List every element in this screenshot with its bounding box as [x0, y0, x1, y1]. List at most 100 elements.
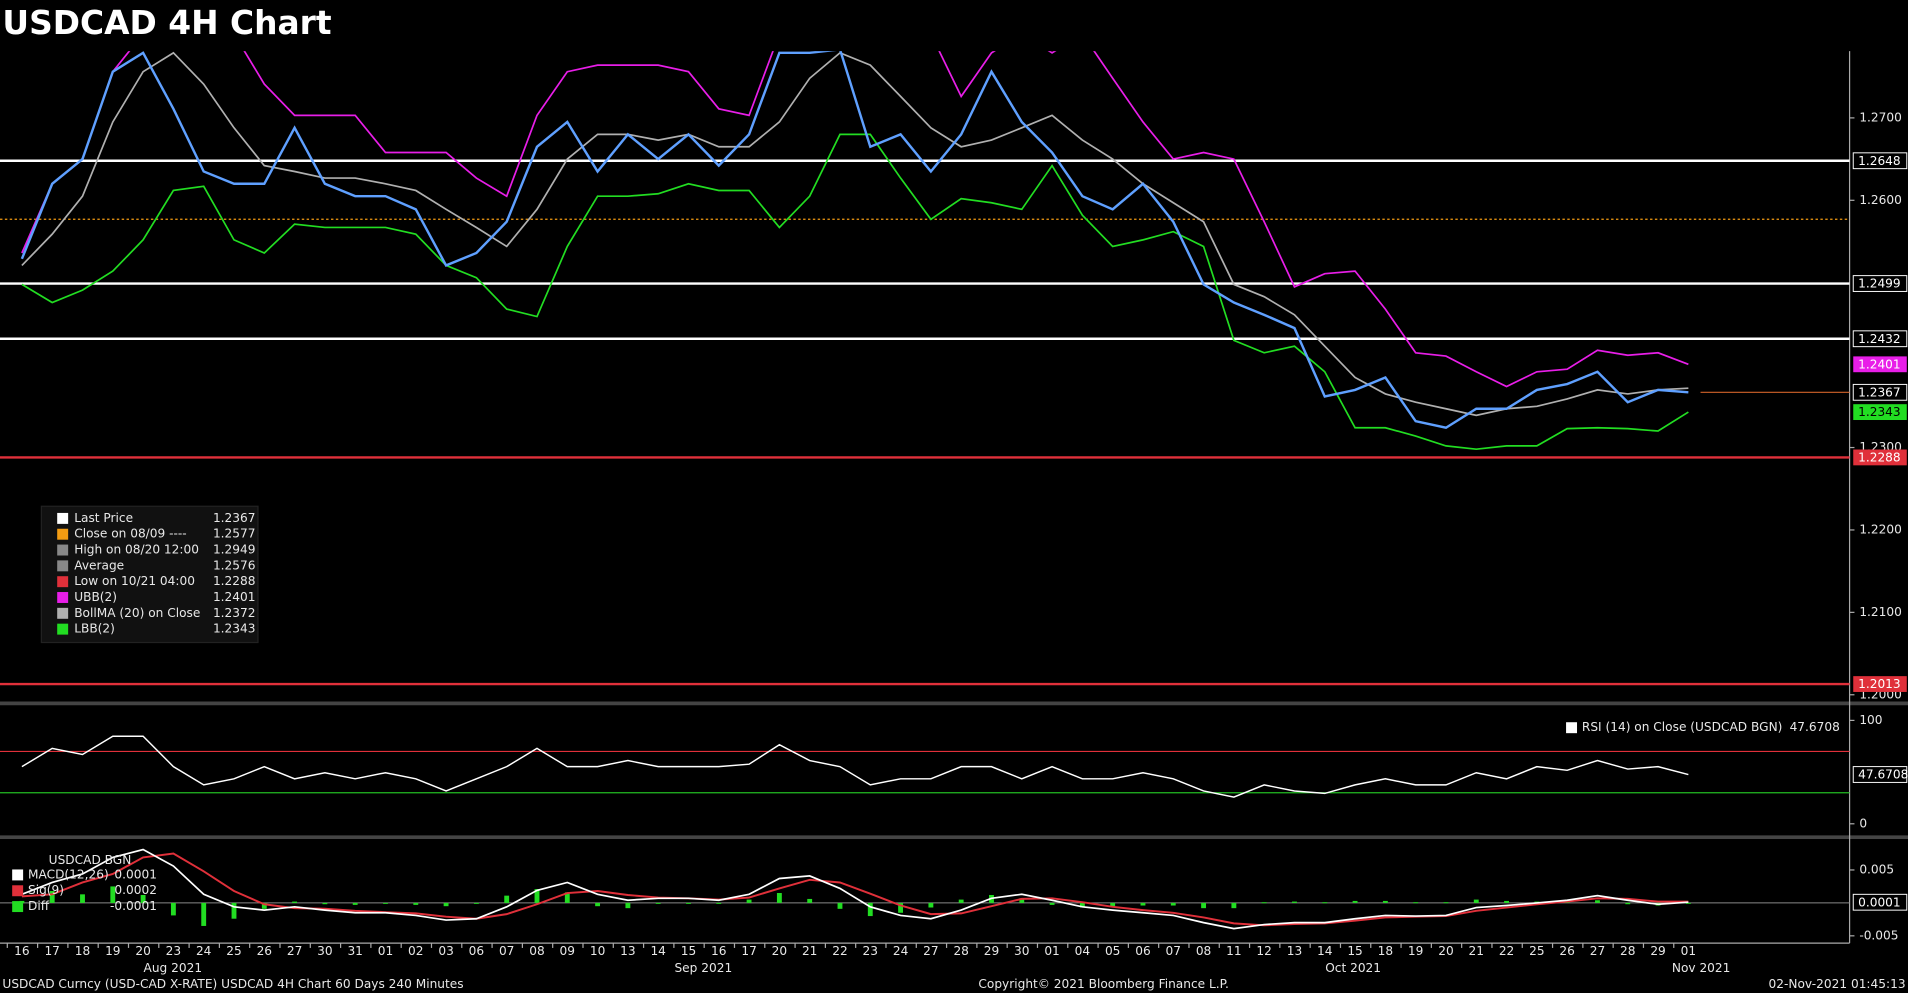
x-tick-label: 02	[408, 944, 423, 958]
x-tick-label: 19	[1408, 944, 1423, 958]
x-tick-label: 06	[1135, 944, 1150, 958]
legend-swatch	[57, 623, 69, 635]
legend-label: UBB(2)	[74, 590, 117, 604]
y-tick-label: 0.005	[1859, 862, 1894, 876]
value-badge-label: 1.2288	[1858, 451, 1901, 465]
x-tick-label: 13	[1287, 944, 1302, 958]
diff-bar	[413, 902, 419, 905]
value-badge	[1852, 152, 1908, 170]
value-badge-label: 1.2499	[1858, 277, 1901, 291]
x-tick-label: 23	[863, 944, 878, 958]
legend-value: 0.0001	[114, 867, 157, 881]
x-tick-label: 30	[1014, 944, 1029, 958]
diff-bar	[837, 902, 843, 909]
month-label: Aug 2021	[144, 961, 203, 975]
x-tick-label: 11	[1226, 944, 1241, 958]
x-tick-label: 19	[105, 944, 120, 958]
legend-value: 1.2576	[213, 558, 256, 572]
legend-swatch	[57, 592, 69, 603]
diff-bar	[1322, 902, 1328, 904]
y-tick-label: 1.2700	[1859, 110, 1902, 124]
legend-swatch	[57, 512, 69, 524]
footer-left: USDCAD Curncy (USD-CAD X-RATE) USDCAD 4H…	[2, 977, 463, 991]
diff-bar	[746, 899, 752, 903]
x-tick-label: 28	[1620, 944, 1635, 958]
legend-swatch	[57, 544, 69, 556]
diff-bar	[1352, 900, 1358, 903]
diff-bar	[170, 902, 176, 916]
legend-value: 1.2343	[213, 622, 256, 636]
x-tick-label: 15	[681, 944, 696, 958]
diff-bar	[1595, 900, 1600, 903]
x-tick-label: 24	[893, 944, 909, 958]
x-tick-label: 26	[257, 944, 272, 958]
legend-value: -0.0001	[110, 899, 157, 913]
value-badge	[1853, 676, 1907, 692]
diff-bar	[201, 902, 207, 926]
diff-bar	[716, 902, 722, 904]
month-label: Oct 2021	[1325, 961, 1381, 975]
diff-bar	[1413, 902, 1419, 904]
x-tick-label: 29	[1650, 944, 1665, 958]
diff-bar	[655, 902, 661, 904]
band-line	[21, 51, 1689, 417]
legend-swatch	[12, 901, 24, 913]
chart-title: USDCAD 4H Chart	[2, 4, 331, 42]
x-tick-label: 06	[469, 944, 484, 958]
x-tick-label: 27	[923, 944, 938, 958]
diff-bar	[352, 902, 358, 905]
diff-bar	[49, 891, 55, 903]
band-line	[21, 51, 1689, 388]
x-tick-label: 08	[529, 944, 544, 958]
legend-value: 1.2401	[213, 590, 256, 604]
value-badge	[1852, 275, 1908, 292]
macd-line	[21, 848, 1689, 930]
x-tick-label: 17	[44, 944, 59, 958]
footer-right: 02-Nov-2021 01:45:13	[1769, 977, 1906, 991]
rsi-swatch	[1566, 722, 1578, 734]
diff-bar	[595, 902, 601, 907]
price-line	[20, 51, 1689, 430]
diff-bar	[110, 886, 116, 903]
value-badge	[1852, 893, 1908, 911]
x-tick-label: 04	[1075, 944, 1091, 958]
diff-bar	[1685, 902, 1691, 904]
diff-bar	[504, 895, 510, 903]
legend-label: MACD(12,26)	[28, 867, 109, 881]
value-badge-label: 1.2432	[1858, 332, 1901, 346]
x-tick-label: 21	[1469, 944, 1484, 958]
diff-bar	[443, 902, 449, 907]
x-tick-label: 23	[166, 944, 181, 958]
y-tick-label: 1.2600	[1859, 193, 1902, 207]
legend-label: Average	[74, 558, 124, 572]
rsi-line	[21, 735, 1689, 798]
y-tick-label: 0	[1859, 816, 1867, 830]
value-badge	[1853, 404, 1907, 421]
legend-box	[40, 505, 259, 644]
value-badge-label: 1.2013	[1858, 677, 1901, 691]
legend-swatch	[57, 576, 69, 588]
x-tick-label: 15	[1347, 944, 1362, 958]
value-badge-label: 1.2367	[1858, 385, 1901, 399]
x-tick-label: 27	[287, 944, 302, 958]
diff-bar	[140, 894, 146, 903]
diff-bar	[1382, 900, 1388, 903]
x-tick-label: 25	[226, 944, 241, 958]
month-label: Nov 2021	[1672, 961, 1731, 975]
rsi-value: 47.6708	[1790, 720, 1840, 734]
legend-label: Diff	[28, 899, 50, 913]
legend-swatch	[12, 885, 24, 897]
x-tick-label: 14	[1317, 944, 1333, 958]
x-tick-label: 18	[75, 944, 90, 958]
diff-bar	[261, 902, 267, 909]
value-badge-label: 1.2343	[1858, 405, 1901, 419]
value-badge	[1852, 383, 1908, 401]
diff-bar	[1110, 902, 1116, 907]
diff-bar	[625, 902, 631, 909]
x-tick-label: 24	[196, 944, 212, 958]
x-tick-label: 07	[499, 944, 514, 958]
x-tick-label: 01	[1681, 944, 1696, 958]
legend-label: BollMA (20) on Close	[74, 606, 200, 620]
x-tick-label: 28	[953, 944, 968, 958]
y-tick-label: 1.2100	[1859, 605, 1902, 619]
